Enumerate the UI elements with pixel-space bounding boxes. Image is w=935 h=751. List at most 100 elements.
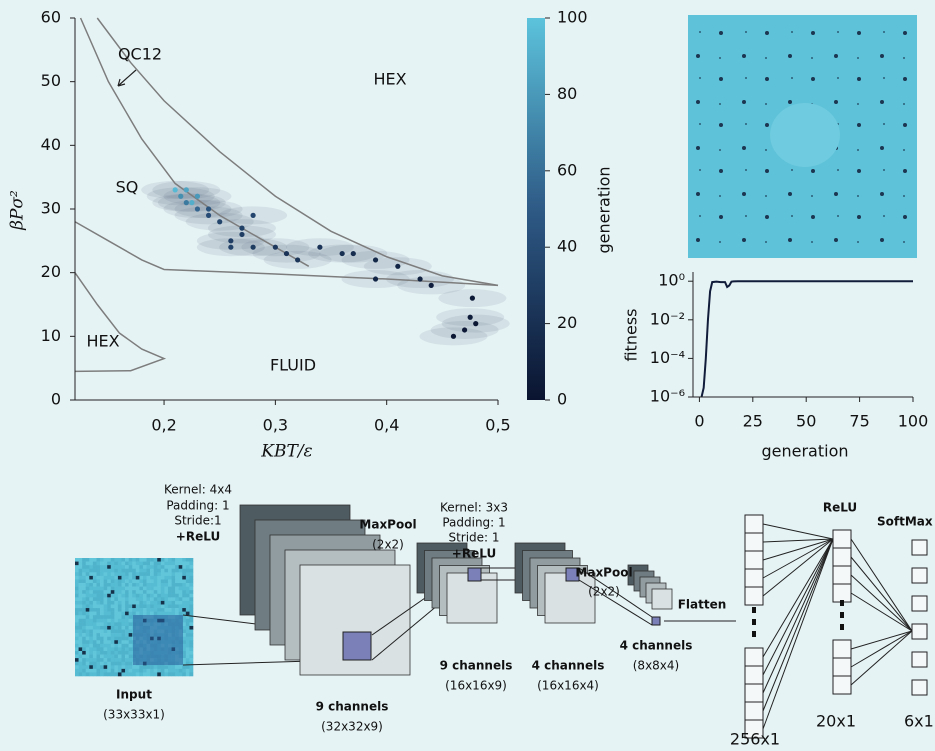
point — [239, 232, 244, 237]
input-pixel — [168, 608, 172, 612]
input-pixel — [82, 604, 86, 608]
input-pixel — [186, 579, 190, 583]
input-pixel — [114, 608, 118, 612]
input-pixel — [125, 662, 129, 666]
input-pixel — [96, 562, 100, 566]
input-pixel — [107, 615, 111, 619]
input-pixel — [157, 608, 161, 612]
input-pixel — [125, 637, 129, 641]
input-pixel — [168, 562, 172, 566]
point — [284, 251, 289, 256]
input-pixel — [154, 594, 158, 598]
input-pixel — [129, 608, 133, 612]
pool1-name: MaxPool — [359, 518, 416, 532]
vector-size: 256x1 — [730, 730, 780, 749]
neuron — [912, 596, 927, 611]
input-pixel — [179, 594, 183, 598]
neuron — [745, 551, 763, 569]
input-pixel — [161, 665, 165, 669]
input-pixel — [136, 594, 140, 598]
input-pixel — [125, 655, 129, 659]
input-pixel — [82, 640, 86, 644]
conv2-activation: +ReLU — [452, 547, 496, 561]
input-pixel — [186, 633, 190, 637]
input-pixel — [100, 569, 104, 573]
input-pixel — [107, 590, 111, 594]
y-tick-label: 10⁻² — [650, 309, 685, 328]
input-pixel — [89, 587, 93, 591]
input-pixel — [154, 590, 158, 594]
input-pixel — [111, 658, 115, 662]
input-pixel — [114, 565, 118, 569]
input-pixel — [82, 562, 86, 566]
conv1-activation: +ReLU — [176, 530, 220, 544]
input-pixel — [147, 579, 151, 583]
input-pixel — [132, 608, 136, 612]
input-pixel — [75, 594, 79, 598]
input-pixel — [114, 665, 118, 669]
input-pixel — [86, 619, 90, 623]
neuron — [833, 640, 851, 658]
input-pixel — [164, 558, 168, 562]
y-axis-label: βPσ² — [8, 190, 28, 231]
input-pixel — [96, 672, 100, 676]
input-pixel — [132, 601, 136, 605]
input-pixel — [175, 594, 179, 598]
neuron — [833, 584, 851, 602]
input-pixel — [157, 579, 161, 583]
input-pixel — [150, 576, 154, 580]
conv2-padding: Padding: 1 — [442, 516, 505, 530]
input-pixel — [136, 669, 140, 673]
input-pixel — [132, 590, 136, 594]
input-pixel — [89, 647, 93, 651]
input-pixel — [118, 669, 122, 673]
input-pixel — [86, 647, 90, 651]
input-pixel — [100, 587, 104, 591]
input-pixel — [125, 672, 129, 676]
input-pixel — [143, 572, 147, 576]
ellipsis-dot — [752, 619, 756, 625]
input-pixel — [86, 597, 90, 601]
input-pixel — [82, 590, 86, 594]
input-pixel — [100, 662, 104, 666]
input-pixel — [154, 597, 158, 601]
input-pixel — [182, 583, 186, 587]
input-pixel — [175, 672, 179, 676]
input-pixel — [79, 651, 83, 655]
weight — [851, 631, 912, 667]
neuron — [833, 566, 851, 584]
input-pixel — [100, 622, 104, 626]
input-pixel — [82, 579, 86, 583]
input-pixel — [104, 647, 108, 651]
input-pixel — [125, 626, 129, 630]
input-pixel — [157, 569, 161, 573]
input-pixel — [164, 572, 168, 576]
input-pixel — [189, 644, 193, 648]
input-pixel — [118, 619, 122, 623]
input-pixel — [107, 583, 111, 587]
input-pixel — [100, 608, 104, 612]
point — [195, 206, 200, 211]
input-pixel — [136, 587, 140, 591]
y-tick-label: 10⁻⁴ — [650, 348, 685, 367]
input-pixel — [139, 579, 143, 583]
input-pixel — [125, 615, 129, 619]
input-pixel — [82, 601, 86, 605]
point — [228, 238, 233, 243]
input-pixel — [168, 572, 172, 576]
input-pixel — [168, 612, 172, 616]
input-pixel — [154, 665, 158, 669]
input-pixel — [79, 644, 83, 648]
input-pixel — [75, 619, 79, 623]
neuron — [745, 666, 763, 684]
input-pixel — [164, 665, 168, 669]
input-pixel — [93, 637, 97, 641]
input-pixel — [79, 569, 83, 573]
input-pixel — [172, 608, 176, 612]
input-pixel — [189, 633, 193, 637]
x-axis-label: generation — [761, 442, 848, 461]
input-pixel — [89, 662, 93, 666]
input-pixel — [186, 608, 190, 612]
input-pixel — [129, 644, 133, 648]
input-pixel — [93, 640, 97, 644]
